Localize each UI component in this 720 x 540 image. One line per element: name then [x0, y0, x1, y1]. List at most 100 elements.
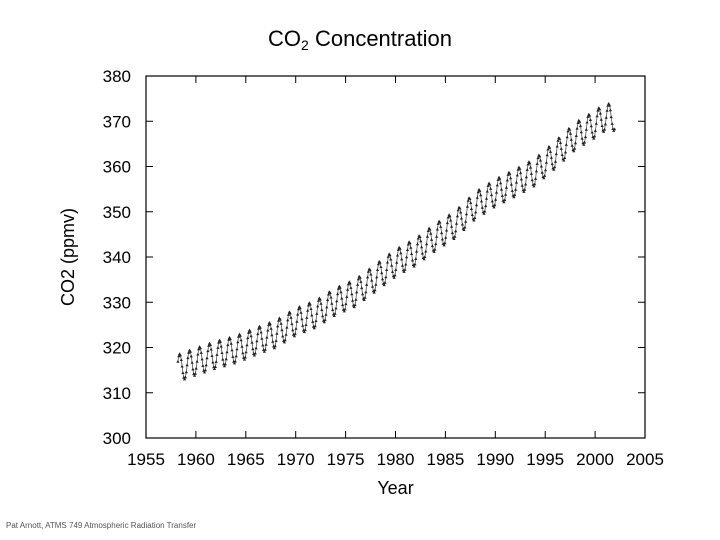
y-tick-label: 340 [103, 248, 131, 267]
co2-data-point [583, 135, 588, 139]
co2-data-point [469, 201, 473, 204]
co2-data-point [332, 314, 336, 317]
co2-data-point [358, 275, 362, 279]
co2-data-point [559, 147, 563, 150]
co2-data-point [299, 311, 303, 314]
co2-data-point [404, 262, 408, 266]
co2-data-point [516, 168, 520, 171]
co2-data-point [188, 350, 192, 353]
co2-data-point [488, 182, 492, 186]
co2-data-point [464, 212, 469, 216]
co2-data-point [534, 177, 538, 180]
co2-data-point [440, 237, 444, 241]
co2-data-point [558, 141, 563, 144]
co2-data-point [183, 375, 187, 379]
co2-data-point [240, 344, 244, 348]
co2-data-point [563, 156, 567, 159]
co2-data-point [224, 357, 228, 361]
co2-data-point [504, 185, 508, 189]
co2-data-point [335, 299, 339, 303]
co2-data-point [211, 360, 215, 364]
co2-data-point [520, 183, 524, 187]
co2-data-point [350, 292, 354, 296]
co2-data-point [489, 193, 494, 197]
co2-data-point [179, 358, 183, 361]
co2-data-point [318, 297, 322, 301]
co2-data-point [566, 129, 570, 133]
co2-data-point [360, 286, 364, 290]
co2-data-point [245, 343, 249, 347]
co2-data-point [420, 251, 424, 255]
co2-data-point [506, 173, 510, 176]
co2-data-point [444, 236, 448, 239]
co2-data-point [222, 364, 227, 368]
co2-data-point [208, 343, 212, 346]
co2-data-point [238, 334, 242, 337]
co2-data-point [277, 319, 281, 322]
co2-data-point [474, 203, 479, 207]
co2-data-point [237, 334, 241, 338]
co2-data-point [405, 255, 409, 259]
co2-data-point [308, 302, 312, 306]
co2-data-point [378, 261, 382, 264]
co2-data-point [448, 214, 452, 218]
co2-data-point [466, 199, 470, 202]
co2-data-point [201, 364, 205, 367]
co2-data-point [278, 317, 282, 321]
co2-data-point [280, 328, 284, 332]
co2-data-point [449, 218, 453, 222]
co2-data-point [460, 222, 464, 226]
co2-data-point [538, 154, 542, 158]
co2-data-point [503, 198, 507, 202]
co2-data-point [315, 312, 319, 315]
co2-data-point [420, 245, 424, 249]
y-tick-label: 300 [103, 429, 131, 448]
co2-data-point [305, 316, 309, 319]
co2-data-point [295, 319, 299, 323]
co2-data-point [585, 120, 589, 124]
co2-data-point [249, 334, 253, 338]
co2-data-point [545, 153, 549, 157]
co2-data-point [254, 346, 258, 350]
co2-data-point [330, 301, 334, 305]
co2-series-line [177, 102, 615, 381]
x-tick-label: 1980 [377, 450, 415, 469]
co2-data-point [256, 332, 260, 336]
co2-data-point [548, 146, 552, 149]
co2-data-point [583, 140, 587, 144]
y-tick-label: 360 [103, 158, 131, 177]
co2-data-point [612, 129, 616, 132]
chart-title: CO2 Concentration [0, 26, 720, 53]
co2-data-point [593, 134, 597, 138]
co2-data-point [438, 220, 442, 224]
co2-data-point [231, 355, 235, 358]
co2-data-point [474, 210, 478, 214]
co2-data-point [239, 338, 243, 342]
co2-data-point [512, 195, 516, 199]
co2-data-point [519, 171, 523, 175]
footer-credit: Pat Arnott, ATMS 749 Atmospheric Radiati… [6, 521, 197, 530]
co2-data-point [255, 339, 259, 343]
co2-data-point [400, 257, 404, 261]
co2-data-point [366, 270, 370, 273]
co2-data-point [553, 165, 557, 169]
co2-data-point [543, 174, 547, 177]
co2-data-point [529, 165, 533, 169]
co2-data-point [382, 283, 386, 287]
co2-data-point [465, 204, 469, 208]
co2-data-point [226, 343, 230, 347]
co2-data-point [234, 354, 238, 358]
co2-data-point [590, 130, 594, 134]
co2-data-point [528, 161, 532, 165]
co2-data-point [368, 268, 372, 272]
co2-data-point [568, 127, 572, 131]
co2-data-point [340, 296, 344, 300]
y-tick-label: 380 [103, 67, 131, 86]
co2-data-point [228, 337, 232, 341]
title-subscript: 2 [301, 37, 309, 53]
co2-data-point [410, 252, 414, 255]
co2-data-point [250, 340, 254, 344]
co2-data-point [205, 356, 209, 360]
co2-data-point [321, 314, 325, 318]
co2-data-point [459, 216, 464, 220]
